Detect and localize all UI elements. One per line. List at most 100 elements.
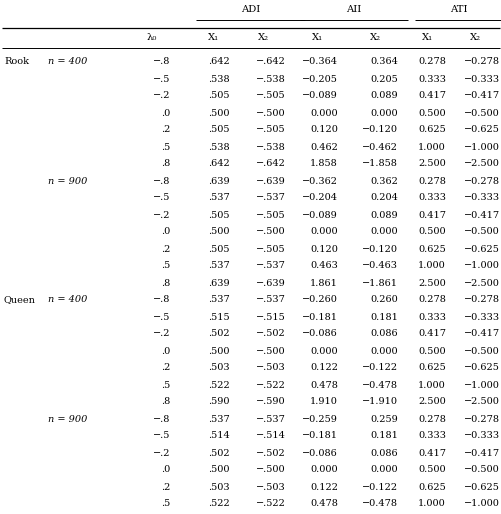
Text: −0.120: −0.120 xyxy=(361,245,397,253)
Text: X₂: X₂ xyxy=(370,33,381,43)
Text: 0.000: 0.000 xyxy=(310,228,337,236)
Text: −.5: −.5 xyxy=(152,75,170,83)
Text: −0.500: −0.500 xyxy=(463,346,499,356)
Text: −0.205: −0.205 xyxy=(302,75,337,83)
Text: 0.362: 0.362 xyxy=(369,176,397,186)
Text: .2: .2 xyxy=(160,363,170,373)
Text: 0.205: 0.205 xyxy=(370,75,397,83)
Text: X₁: X₁ xyxy=(312,33,323,43)
Text: 0.333: 0.333 xyxy=(417,193,445,203)
Text: .505: .505 xyxy=(208,211,229,219)
Text: −2.500: −2.500 xyxy=(463,279,499,287)
Text: 0.278: 0.278 xyxy=(417,176,445,186)
Text: .500: .500 xyxy=(208,466,229,474)
Text: −0.417: −0.417 xyxy=(463,449,499,457)
Text: .2: .2 xyxy=(160,125,170,135)
Text: −.500: −.500 xyxy=(256,108,286,118)
Text: −0.463: −0.463 xyxy=(361,262,397,270)
Text: −0.500: −0.500 xyxy=(463,228,499,236)
Text: −0.122: −0.122 xyxy=(361,363,397,373)
Text: .505: .505 xyxy=(208,125,229,135)
Text: 0.089: 0.089 xyxy=(370,91,397,101)
Text: −.500: −.500 xyxy=(256,346,286,356)
Text: .502: .502 xyxy=(208,329,229,339)
Text: −0.086: −0.086 xyxy=(302,329,337,339)
Text: .639: .639 xyxy=(208,279,229,287)
Text: −.522: −.522 xyxy=(256,500,286,508)
Text: 2.500: 2.500 xyxy=(417,279,445,287)
Text: −0.625: −0.625 xyxy=(463,483,499,491)
Text: −.505: −.505 xyxy=(256,211,286,219)
Text: .537: .537 xyxy=(208,193,229,203)
Text: n = 400: n = 400 xyxy=(48,296,87,304)
Text: −0.333: −0.333 xyxy=(463,431,499,440)
Text: −.538: −.538 xyxy=(256,142,286,152)
Text: ATI: ATI xyxy=(449,6,466,14)
Text: .590: .590 xyxy=(208,397,229,407)
Text: −0.462: −0.462 xyxy=(361,142,397,152)
Text: .2: .2 xyxy=(160,483,170,491)
Text: −.639: −.639 xyxy=(256,279,286,287)
Text: .537: .537 xyxy=(208,262,229,270)
Text: 0.625: 0.625 xyxy=(417,363,445,373)
Text: .8: .8 xyxy=(160,159,170,169)
Text: −0.364: −0.364 xyxy=(302,58,337,66)
Text: −.502: −.502 xyxy=(256,449,286,457)
Text: 0.000: 0.000 xyxy=(310,466,337,474)
Text: .537: .537 xyxy=(208,414,229,424)
Text: 0.625: 0.625 xyxy=(417,245,445,253)
Text: −0.333: −0.333 xyxy=(463,75,499,83)
Text: −.500: −.500 xyxy=(256,466,286,474)
Text: −.505: −.505 xyxy=(256,125,286,135)
Text: −0.204: −0.204 xyxy=(302,193,337,203)
Text: −.642: −.642 xyxy=(256,159,286,169)
Text: .515: .515 xyxy=(208,313,229,321)
Text: −0.478: −0.478 xyxy=(361,380,397,390)
Text: 0.417: 0.417 xyxy=(417,329,445,339)
Text: 0.478: 0.478 xyxy=(310,380,337,390)
Text: 0.463: 0.463 xyxy=(310,262,337,270)
Text: −0.417: −0.417 xyxy=(463,329,499,339)
Text: −.2: −.2 xyxy=(152,329,170,339)
Text: −0.625: −0.625 xyxy=(463,363,499,373)
Text: −0.333: −0.333 xyxy=(463,193,499,203)
Text: 0.181: 0.181 xyxy=(369,431,397,440)
Text: −.503: −.503 xyxy=(256,363,286,373)
Text: −.8: −.8 xyxy=(152,296,170,304)
Text: −0.086: −0.086 xyxy=(302,449,337,457)
Text: −2.500: −2.500 xyxy=(463,159,499,169)
Text: 0.500: 0.500 xyxy=(417,466,445,474)
Text: 0.333: 0.333 xyxy=(417,313,445,321)
Text: n = 900: n = 900 xyxy=(48,414,87,424)
Text: −.522: −.522 xyxy=(256,380,286,390)
Text: −0.333: −0.333 xyxy=(463,313,499,321)
Text: .503: .503 xyxy=(208,483,229,491)
Text: 0.000: 0.000 xyxy=(370,228,397,236)
Text: .537: .537 xyxy=(208,296,229,304)
Text: .500: .500 xyxy=(208,346,229,356)
Text: .5: .5 xyxy=(160,380,170,390)
Text: −.503: −.503 xyxy=(256,483,286,491)
Text: −.514: −.514 xyxy=(256,431,286,440)
Text: .500: .500 xyxy=(208,228,229,236)
Text: −.515: −.515 xyxy=(256,313,286,321)
Text: λ₀: λ₀ xyxy=(146,33,157,43)
Text: 0.278: 0.278 xyxy=(417,58,445,66)
Text: .642: .642 xyxy=(208,159,229,169)
Text: .0: .0 xyxy=(160,228,170,236)
Text: −.8: −.8 xyxy=(152,58,170,66)
Text: .502: .502 xyxy=(208,449,229,457)
Text: 0.122: 0.122 xyxy=(310,483,337,491)
Text: .538: .538 xyxy=(208,75,229,83)
Text: −0.181: −0.181 xyxy=(302,431,337,440)
Text: −0.500: −0.500 xyxy=(463,466,499,474)
Text: −1.861: −1.861 xyxy=(361,279,397,287)
Text: −.537: −.537 xyxy=(256,193,286,203)
Text: −0.500: −0.500 xyxy=(463,108,499,118)
Text: −.642: −.642 xyxy=(256,58,286,66)
Text: −0.478: −0.478 xyxy=(361,500,397,508)
Text: 0.625: 0.625 xyxy=(417,483,445,491)
Text: −.505: −.505 xyxy=(256,245,286,253)
Text: 2.500: 2.500 xyxy=(417,397,445,407)
Text: 0.181: 0.181 xyxy=(369,313,397,321)
